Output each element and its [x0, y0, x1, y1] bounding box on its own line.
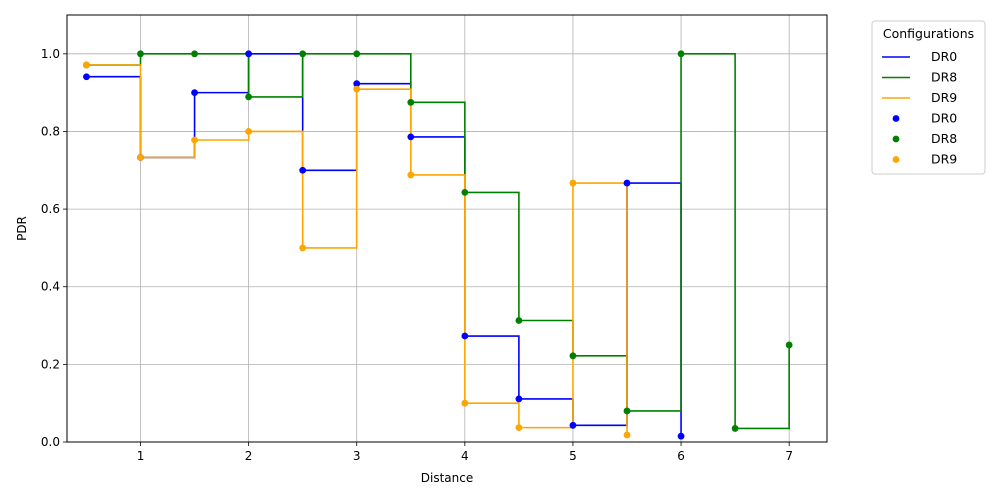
- axis-ticks: 1 2 3 4 5 6 7 0.0 0.2 0.4 0.6 0.8 1.0: [41, 47, 793, 463]
- x-tick-label: 6: [677, 449, 685, 463]
- series-lines: [86, 53, 790, 437]
- data-point-dr8: [191, 50, 198, 58]
- y-axis-label: PDR: [15, 216, 29, 241]
- x-tick-label: 4: [461, 449, 469, 463]
- series-line-dr8: [86, 53, 790, 430]
- y-tick-label: 0.4: [41, 280, 60, 294]
- data-point-dr0: [515, 395, 523, 403]
- y-tick-label: 0.2: [41, 357, 60, 371]
- data-point-dr0: [83, 73, 90, 81]
- data-point-dr9: [299, 244, 307, 252]
- data-point-dr9: [137, 154, 144, 161]
- data-point-dr0: [623, 179, 631, 187]
- data-point-dr9: [623, 431, 631, 439]
- legend: Configurations DR0 DR8 DR9 DR0 DR8 DR9: [871, 20, 986, 175]
- data-point-dr0: [461, 332, 469, 340]
- legend-marker-dr0: [892, 115, 900, 122]
- data-point-dr0: [569, 421, 577, 429]
- series-markers: [83, 50, 793, 440]
- y-tick-label: 0.8: [41, 124, 60, 138]
- legend-label: DR9: [931, 90, 957, 105]
- data-point-dr8: [461, 188, 469, 196]
- legend-items: DR0 DR8 DR9 DR0 DR8 DR9: [882, 49, 957, 167]
- data-point-dr8: [677, 50, 685, 58]
- x-tick-label: 3: [353, 449, 361, 463]
- data-point-dr0: [299, 166, 307, 174]
- data-point-dr0: [353, 80, 361, 88]
- data-point-dr8: [353, 50, 361, 58]
- x-tick-label: 7: [785, 449, 793, 463]
- x-tick-label: 5: [569, 449, 577, 463]
- data-point-dr0: [245, 50, 253, 58]
- legend-label: DR8: [931, 131, 957, 146]
- data-point-dr0: [407, 133, 415, 141]
- data-point-dr9: [191, 136, 198, 144]
- data-point-dr0: [191, 89, 198, 97]
- data-point-dr8: [731, 425, 739, 432]
- data-point-dr9: [83, 61, 90, 69]
- grid: [67, 15, 827, 443]
- y-tick-label: 0.0: [41, 435, 60, 449]
- legend-box: [871, 20, 986, 175]
- data-point-dr8: [569, 352, 577, 360]
- data-point-dr8: [515, 317, 523, 324]
- x-axis-label: Distance: [421, 471, 473, 485]
- data-point-dr0: [677, 432, 685, 440]
- data-point-dr9: [245, 128, 253, 135]
- data-point-dr8: [623, 407, 631, 415]
- data-point-dr8: [137, 50, 144, 58]
- series-line-dr0: [86, 53, 682, 437]
- legend-label: DR8: [931, 70, 957, 85]
- x-tick-label: 1: [137, 449, 145, 463]
- x-tick-label: 2: [245, 449, 253, 463]
- data-point-dr9: [407, 171, 415, 179]
- legend-label: DR0: [931, 111, 957, 126]
- legend-title: Configurations: [883, 26, 974, 41]
- y-tick-label: 0.6: [41, 202, 60, 216]
- data-point-dr9: [353, 85, 361, 93]
- legend-marker-dr9: [892, 156, 900, 163]
- data-point-dr9: [569, 179, 577, 187]
- data-point-dr8: [245, 93, 253, 101]
- legend-label: DR9: [931, 152, 957, 167]
- data-point-dr8: [785, 341, 793, 349]
- y-tick-label: 1.0: [41, 47, 60, 61]
- data-point-dr9: [461, 399, 469, 407]
- plot-frame: [66, 14, 828, 443]
- data-point-dr8: [407, 98, 415, 106]
- legend-label: DR0: [931, 49, 957, 64]
- legend-marker-dr8: [892, 135, 900, 143]
- data-point-dr8: [299, 50, 307, 58]
- data-point-dr9: [515, 424, 523, 432]
